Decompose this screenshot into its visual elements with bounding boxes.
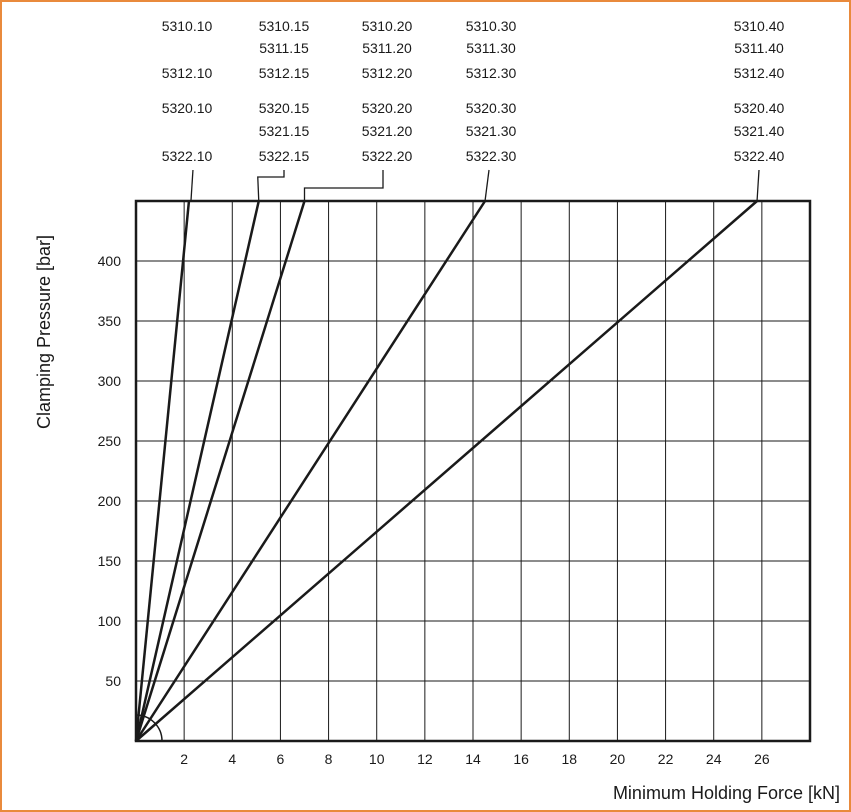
model-number-label: 5311.30 [466, 40, 516, 56]
y-tick-label: 300 [98, 373, 122, 389]
x-tick-label: 4 [228, 751, 236, 767]
leader-line [484, 169, 490, 202]
x-tick-label: 20 [610, 751, 626, 767]
grid [136, 201, 810, 741]
model-number-label: 5311.40 [734, 40, 784, 56]
y-tick-label: 200 [98, 493, 122, 509]
x-tick-label: 16 [513, 751, 529, 767]
origin-arc [135, 714, 163, 742]
series-line [134, 200, 306, 742]
leader-line [190, 169, 194, 202]
model-number-label: 5310.20 [362, 18, 413, 34]
y-tick-label: 50 [105, 673, 121, 689]
x-tick-label: 8 [325, 751, 333, 767]
model-number-label: 5310.15 [259, 18, 310, 34]
y-tick-label: 350 [98, 313, 122, 329]
x-tick-label: 2 [180, 751, 188, 767]
x-tick-label: 26 [754, 751, 770, 767]
series-line [134, 200, 260, 742]
model-number-label: 5320.10 [162, 100, 213, 116]
y-tick-label: 250 [98, 433, 122, 449]
x-tick-label: 6 [277, 751, 285, 767]
series-line [135, 200, 758, 742]
model-number-label: 5320.40 [734, 100, 785, 116]
model-number-label: 5312.30 [466, 65, 517, 81]
model-number-label: 5321.40 [734, 123, 785, 139]
model-number-label: 5322.20 [362, 148, 413, 164]
model-number-label: 5310.10 [162, 18, 213, 34]
y-tick-label: 400 [98, 253, 122, 269]
model-number-label: 5322.15 [259, 148, 310, 164]
series-lines [134, 200, 758, 742]
x-tick-label: 14 [465, 751, 481, 767]
x-tick-label: 18 [561, 751, 577, 767]
model-number-label: 5322.10 [162, 148, 213, 164]
x-tick-label: 12 [417, 751, 433, 767]
x-tick-label: 24 [706, 751, 722, 767]
model-number-label: 5312.10 [162, 65, 213, 81]
model-number-label: 5312.20 [362, 65, 413, 81]
model-number-label: 5311.15 [259, 40, 309, 56]
model-number-label: 5321.15 [259, 123, 310, 139]
model-number-label: 5322.30 [466, 148, 517, 164]
y-tick-label: 150 [98, 553, 122, 569]
model-number-label: 5312.15 [259, 65, 310, 81]
model-number-label: 5322.40 [734, 148, 785, 164]
model-number-label: 5320.20 [362, 100, 413, 116]
plot-area-border [134, 199, 812, 743]
leader-line [756, 169, 760, 202]
model-labels: 5310.10 5312.10 5320.10 5322.10 5310.15 5311.… [162, 18, 785, 202]
leader-line [257, 170, 285, 202]
model-number-label: 5321.30 [466, 123, 517, 139]
series-line [134, 200, 487, 742]
x-axis-title: Minimum Holding Force [kN] [613, 783, 840, 803]
model-number-label: 5311.20 [362, 40, 412, 56]
model-number-label: 5310.40 [734, 18, 785, 34]
model-number-label: 5312.40 [734, 65, 785, 81]
x-tick-label: 10 [369, 751, 385, 767]
model-number-label: 5310.30 [466, 18, 517, 34]
leader-line [303, 170, 384, 201]
y-tick-label: 100 [98, 613, 122, 629]
model-number-label: 5320.30 [466, 100, 517, 116]
model-number-label: 5321.20 [362, 123, 413, 139]
series-line [134, 200, 191, 742]
tick-labels: 2 4 6 8 10 12 14 16 18 20 22 24 26501001502002503003… [98, 253, 770, 767]
model-number-label: 5320.15 [259, 100, 310, 116]
y-axis-title: Clamping Pressure [bar] [34, 235, 54, 429]
x-tick-label: 22 [658, 751, 674, 767]
